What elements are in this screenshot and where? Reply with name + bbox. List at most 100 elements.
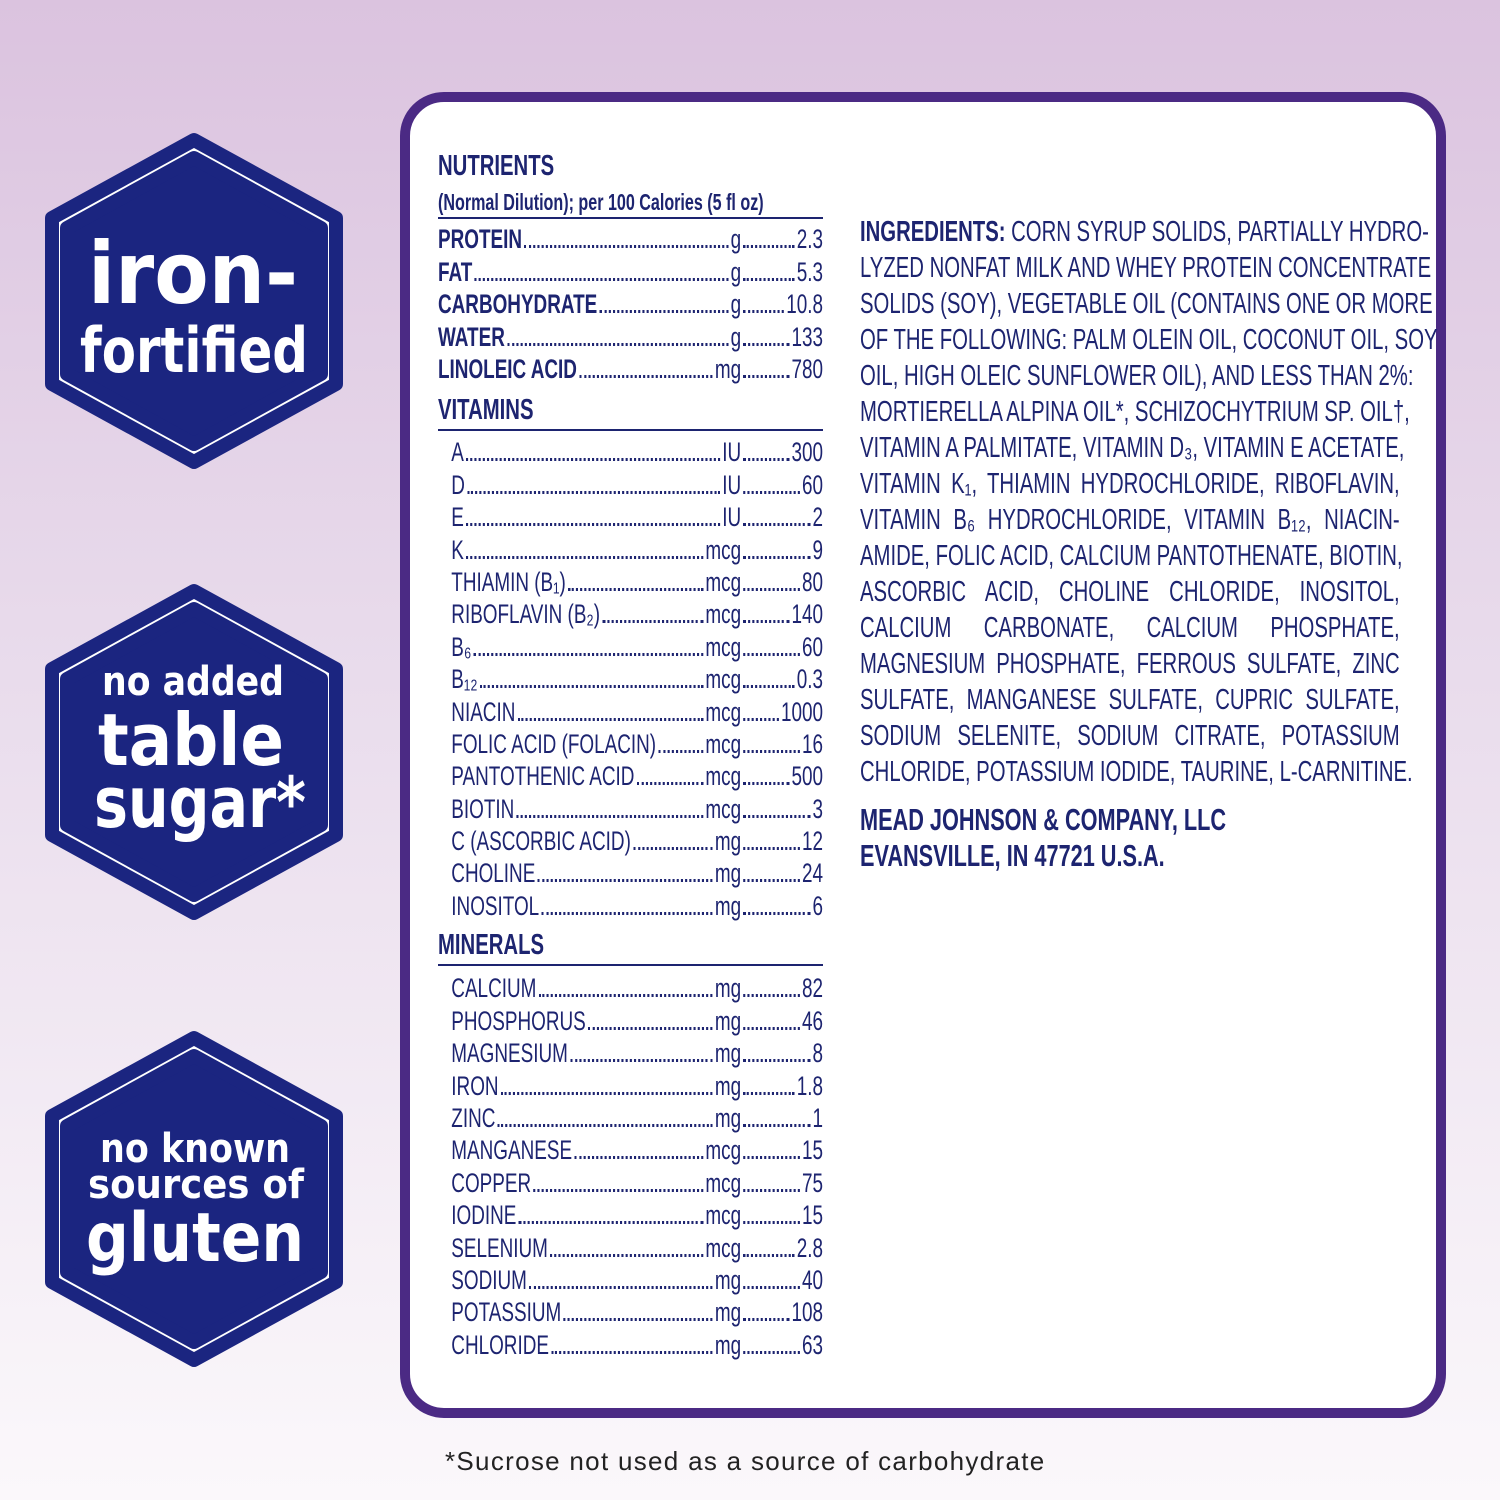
row-right: 1000 bbox=[741, 697, 823, 727]
row-right: 0.3 bbox=[741, 664, 823, 694]
ingredients-text: SULFATE, MANGANESE SULFATE, CUPRIC SULFA… bbox=[860, 684, 1400, 716]
dot-leader bbox=[506, 342, 729, 346]
nutrient-unit: mcg bbox=[705, 761, 742, 792]
nutrient-row: CALCIUM mg 82 bbox=[438, 971, 823, 1003]
nutrient-row: FOLIC ACID (FOLACIN) mcg 16 bbox=[438, 727, 823, 759]
nutrient-name: THIAMIN (B₁) bbox=[451, 566, 566, 597]
dot-leader bbox=[743, 911, 811, 915]
dot-leader bbox=[473, 652, 704, 656]
row-right: 780 bbox=[741, 354, 823, 384]
ingredients-text: MAGNESIUM PHOSPHATE, FERROUS SULFATE, ZI… bbox=[860, 648, 1400, 680]
nutrient-row: CHOLINE mg 24 bbox=[438, 856, 823, 888]
minerals-header: MINERALS bbox=[438, 929, 823, 961]
no-known-gluten-badge: no known sources of gluten bbox=[45, 1031, 343, 1367]
row-right: 500 bbox=[741, 761, 823, 791]
row-left: WATER g bbox=[438, 322, 741, 352]
row-left: SELENIUM mcg bbox=[451, 1233, 741, 1263]
nutrient-unit: mg bbox=[714, 1070, 742, 1101]
row-left: PROTEIN g bbox=[438, 224, 741, 254]
nutrients-subtitle: (Normal Dilution); per 100 Calories (5 f… bbox=[438, 189, 764, 215]
nutrient-value: 2.8 bbox=[796, 1232, 823, 1263]
nutrient-row: PANTOTHENIC ACID mcg 500 bbox=[438, 759, 823, 791]
nutrient-row: PROTEIN g 2.3 bbox=[438, 222, 823, 254]
nutrient-unit: mg bbox=[714, 826, 742, 857]
nutrient-unit: mcg bbox=[705, 534, 742, 565]
divider bbox=[438, 429, 823, 431]
row-left: NIACIN mcg bbox=[451, 697, 741, 727]
nutrient-unit: mg bbox=[714, 858, 742, 889]
row-right: 2 bbox=[741, 502, 823, 532]
dot-leader bbox=[550, 1253, 704, 1257]
nutrient-row: LINOLEIC ACID mg 780 bbox=[438, 352, 823, 384]
row-left: ZINC mg bbox=[451, 1103, 741, 1133]
nutrient-unit: mcg bbox=[705, 1232, 742, 1263]
nutrient-row: MAGNESIUM mg 8 bbox=[438, 1036, 823, 1068]
dot-leader bbox=[743, 1253, 795, 1257]
nutrient-row: NIACIN mcg 1000 bbox=[438, 694, 823, 727]
vitamins-title: VITAMINS bbox=[438, 394, 534, 426]
dot-leader bbox=[529, 1285, 713, 1289]
iron-fortified-badge: iron- fortified bbox=[45, 133, 343, 469]
ingredients-line: SOLIDS (SOY), VEGETABLE OIL (CONTAINS ON… bbox=[860, 286, 1433, 322]
ingredients-text: VITAMIN A PALMITATE, VITAMIN D₃, VITAMIN… bbox=[860, 432, 1405, 464]
nutrient-unit: mcg bbox=[705, 1135, 742, 1166]
hexagon-inner bbox=[60, 602, 328, 902]
dot-leader bbox=[743, 490, 800, 494]
ingredients-text: SODIUM SELENITE, SODIUM CITRATE, POTASSI… bbox=[860, 720, 1400, 752]
dot-leader bbox=[743, 847, 800, 851]
row-right: 140 bbox=[741, 599, 823, 629]
ingredients-line: LYZED NONFAT MILK AND WHEY PROTEIN CONCE… bbox=[860, 250, 1431, 286]
nutrient-row: WATER g 133 bbox=[438, 319, 823, 352]
dot-leader bbox=[743, 652, 800, 656]
row-right: 5.3 bbox=[741, 257, 823, 287]
nutrient-value: 2.3 bbox=[796, 224, 823, 255]
row-right: 8 bbox=[741, 1038, 823, 1068]
row-right: 133 bbox=[741, 322, 823, 352]
row-right: 15 bbox=[741, 1200, 823, 1230]
row-left: D IU bbox=[451, 470, 741, 500]
manufacturer-block: MEAD JOHNSON & COMPANY, LLC EVANSVILLE, … bbox=[860, 802, 1400, 874]
row-right: 60 bbox=[741, 632, 823, 662]
nutrient-unit: mg bbox=[714, 1297, 742, 1328]
badge-text: sources of bbox=[88, 1162, 305, 1208]
nutrient-name: B₆ bbox=[451, 631, 472, 662]
badge-text: table bbox=[98, 698, 284, 782]
row-left: CHLORIDE mg bbox=[451, 1330, 741, 1360]
nutrient-row: CARBOHYDRATE g 10.8 bbox=[438, 287, 823, 319]
row-right: 2.8 bbox=[741, 1233, 823, 1263]
nutrient-unit: mcg bbox=[705, 631, 742, 662]
nutrient-row: BIOTIN mcg 3 bbox=[438, 791, 823, 824]
nutrient-unit: mcg bbox=[705, 793, 742, 824]
row-left: B₆ mcg bbox=[451, 632, 741, 662]
minerals-title: MINERALS bbox=[438, 929, 545, 961]
row-left: COPPER mcg bbox=[451, 1168, 741, 1198]
row-right: 3 bbox=[741, 794, 823, 824]
nutrient-value: 108 bbox=[791, 1297, 823, 1328]
ingredients-text: CHLORIDE, POTASSIUM IODIDE, TAURINE, L-C… bbox=[860, 756, 1413, 788]
ingredients-text: OIL, HIGH OLEIC SUNFLOWER OIL), AND LESS… bbox=[860, 360, 1414, 392]
nutrient-value: 75 bbox=[801, 1167, 823, 1198]
nutrient-row: E IU 2 bbox=[438, 500, 823, 532]
ingredients-text: CORN SYRUP SOLIDS, PARTIALLY HYDRO- bbox=[1005, 216, 1429, 248]
ingredients-line: MAGNESIUM PHOSPHATE, FERROUS SULFATE, ZI… bbox=[860, 646, 1400, 682]
badge-text: no known bbox=[100, 1126, 290, 1172]
nutrient-unit: IU bbox=[722, 502, 742, 533]
nutrient-value: 6 bbox=[812, 890, 823, 921]
row-left: BIOTIN mcg bbox=[451, 794, 741, 824]
dot-leader bbox=[537, 879, 713, 883]
dot-leader bbox=[743, 1285, 800, 1289]
row-right: 82 bbox=[741, 973, 823, 1003]
nutrient-value: 8 bbox=[812, 1038, 823, 1069]
dot-leader bbox=[743, 620, 790, 624]
nutrient-row: A IU 300 bbox=[438, 435, 823, 467]
nutrient-unit: mcg bbox=[705, 664, 742, 695]
nutrient-value: 60 bbox=[801, 469, 823, 500]
dot-leader bbox=[518, 1221, 704, 1225]
dot-leader bbox=[574, 1156, 704, 1160]
ingredients-text: LYZED NONFAT MILK AND WHEY PROTEIN CONCE… bbox=[860, 252, 1432, 284]
nutrient-unit: mcg bbox=[705, 1167, 742, 1198]
nutrient-value: 82 bbox=[801, 973, 823, 1004]
dot-leader bbox=[517, 717, 704, 721]
nutrient-row: ZINC mg 1 bbox=[438, 1101, 823, 1133]
nutrient-value: 3 bbox=[812, 793, 823, 824]
